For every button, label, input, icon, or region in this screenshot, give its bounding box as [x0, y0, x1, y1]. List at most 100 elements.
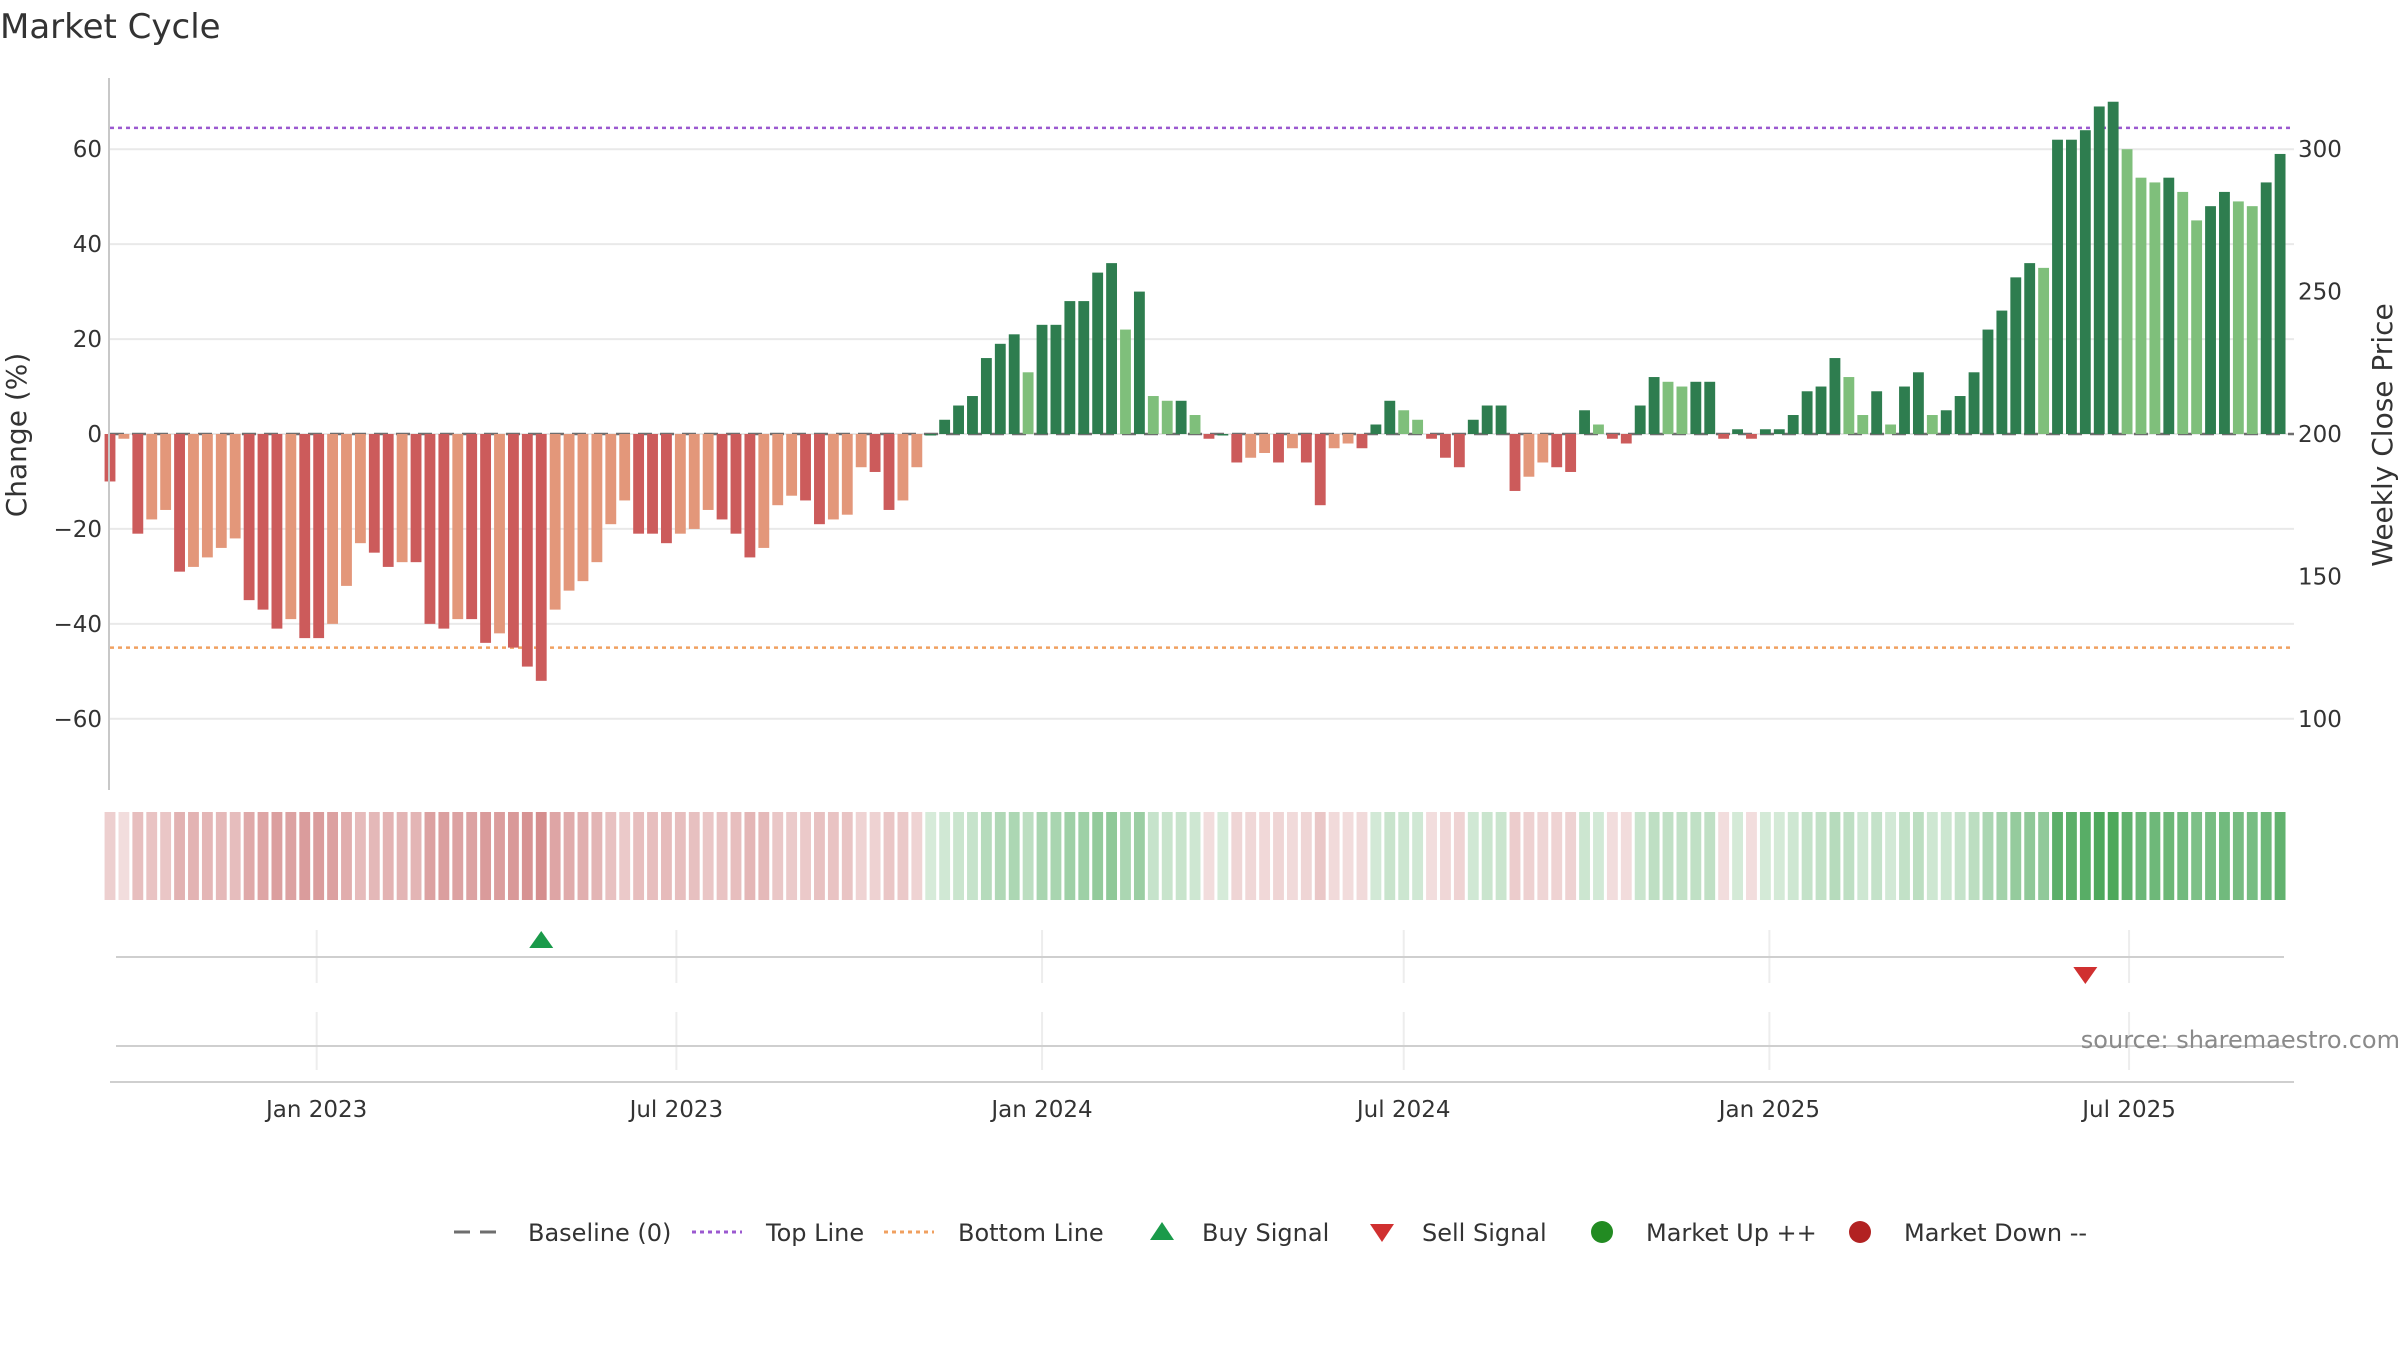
bar — [1231, 434, 1243, 463]
bar — [2163, 177, 2175, 434]
heat-cell — [1551, 812, 1563, 900]
bar — [229, 434, 241, 539]
bar — [1620, 434, 1632, 444]
heat-cell — [160, 812, 172, 900]
heat-cell — [2177, 812, 2189, 900]
heat-cell — [841, 812, 853, 900]
bar — [132, 434, 144, 534]
heat-cell — [1245, 812, 1257, 900]
bar — [1634, 405, 1646, 434]
heat-cell — [2232, 812, 2244, 900]
heat-cell — [1022, 812, 1034, 900]
x-tick-label: Jul 2024 — [1355, 1097, 1451, 1123]
heat-cell — [1885, 812, 1897, 900]
heat-cell — [466, 812, 478, 900]
bar — [1579, 410, 1590, 434]
bar — [424, 434, 436, 624]
bar — [953, 405, 964, 434]
heat-cell — [605, 812, 617, 900]
bar — [1022, 372, 1034, 434]
heat-cell — [1815, 812, 1827, 900]
bar — [744, 434, 756, 558]
heat-cell — [271, 812, 283, 900]
bar — [591, 434, 603, 563]
heat-cell — [619, 812, 631, 900]
bar — [494, 434, 505, 634]
heat-cell — [1314, 812, 1326, 900]
y2-tick-label: 150 — [2298, 564, 2342, 590]
bar — [480, 434, 492, 643]
bar — [1467, 419, 1479, 434]
legend-label: Bottom Line — [958, 1219, 1104, 1247]
bar — [2093, 106, 2105, 434]
bar — [1300, 434, 1312, 463]
bar — [438, 434, 450, 629]
bar — [452, 434, 464, 620]
bar — [1843, 377, 1855, 434]
bar — [2107, 101, 2119, 434]
heat-cell — [1523, 812, 1535, 900]
heat-cell — [1384, 812, 1396, 900]
heat-cell — [1759, 812, 1771, 900]
heat-cell — [1203, 812, 1215, 900]
y-tick-label: −60 — [53, 707, 102, 733]
y2-tick-label: 250 — [2298, 280, 2342, 306]
heat-cell — [1147, 812, 1159, 900]
sell-signal-marker — [2073, 967, 2098, 984]
bar — [1509, 434, 1521, 491]
heat-cell — [647, 812, 658, 900]
y-axis-title: Change (%) — [0, 353, 33, 518]
heat-cell — [591, 812, 603, 900]
heat-cell — [2260, 812, 2272, 900]
bar — [730, 434, 742, 534]
bar — [647, 434, 658, 534]
heat-cell — [855, 812, 867, 900]
heat-cell — [2149, 812, 2161, 900]
heat-cell — [1968, 812, 1980, 900]
heat-cell — [1133, 812, 1145, 900]
legend-dot-icon — [1591, 1221, 1613, 1243]
heat-cell — [341, 812, 352, 900]
bar — [1495, 405, 1507, 434]
bar — [1008, 334, 1020, 434]
heat-cell — [786, 812, 798, 900]
heat-cell — [480, 812, 492, 900]
heat-cell — [716, 812, 728, 900]
bar — [855, 434, 867, 468]
heat-cell — [827, 812, 839, 900]
bar — [702, 434, 714, 510]
source-credit: source: sharemaestro.com — [2081, 1026, 2400, 1054]
bar — [271, 434, 283, 629]
heat-cell — [1857, 812, 1869, 900]
y2-axis-title: Weekly Close Price — [2366, 303, 2399, 566]
bar — [1968, 372, 1980, 434]
bar — [633, 434, 645, 534]
heat-cell — [1036, 812, 1048, 900]
legend-label: Baseline (0) — [528, 1219, 671, 1247]
heat-cell — [577, 812, 589, 900]
legend-label: Market Up ++ — [1646, 1219, 1817, 1247]
heat-cell — [1286, 812, 1298, 900]
bar — [1606, 434, 1618, 439]
heat-cell — [1676, 812, 1688, 900]
axes: −60 −40 −20 0 20 40 60 100 150 200 250 300 Jan 2023 J… — [53, 78, 2342, 1123]
bar — [1050, 324, 1062, 434]
bar — [716, 434, 728, 520]
bar — [2135, 177, 2147, 434]
heat-cell — [883, 812, 895, 900]
heat-cell — [563, 812, 575, 900]
bar — [1787, 415, 1799, 434]
heat-cell — [368, 812, 380, 900]
heat-cell — [702, 812, 714, 900]
heat-cell — [1467, 812, 1479, 900]
heat-cell — [967, 812, 978, 900]
bar — [1245, 434, 1257, 458]
heat-cell — [535, 812, 547, 900]
heat-cell — [661, 812, 672, 900]
legend-label: Sell Signal — [1422, 1219, 1547, 1247]
heat-cell — [1231, 812, 1243, 900]
bar — [285, 434, 297, 620]
buy-signal-marker — [529, 931, 554, 948]
heat-cell — [2107, 812, 2119, 900]
